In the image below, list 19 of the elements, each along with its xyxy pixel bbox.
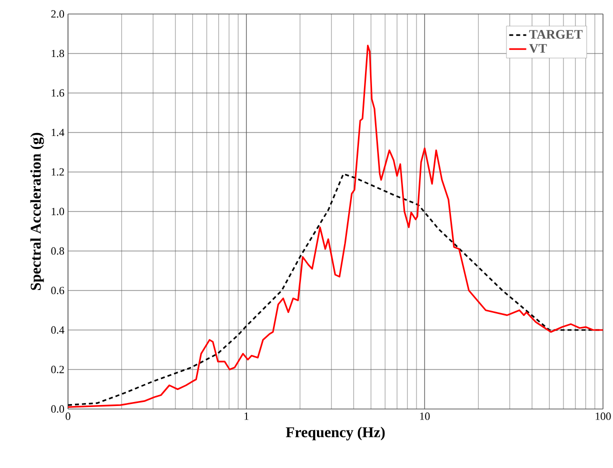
y-tick-label: 0.8: [51, 247, 64, 255]
legend-label: TARGET: [529, 30, 583, 39]
x-tick-label: 0: [66, 412, 70, 420]
x-tick-label: 10: [420, 412, 430, 420]
y-tick-label: 1.6: [52, 89, 64, 97]
legend-label: VT: [529, 44, 547, 53]
y-tick-label: 1.0: [52, 208, 64, 216]
y-tick-label: 2.0: [51, 10, 64, 18]
y-tick-label: 0.6: [51, 286, 64, 294]
y-axis-title: Spectral Acceleration (g): [30, 132, 44, 290]
y-tick-label: 1.8: [52, 50, 64, 58]
y-tick-label: 0.2: [51, 366, 64, 374]
y-tick-label: 1.4: [52, 128, 64, 136]
y-tick-label: 1.2: [52, 168, 64, 176]
y-tick-label: 0.4: [51, 326, 64, 334]
y-tick-label: 0.0: [51, 405, 64, 413]
x-tick-label: 100: [596, 412, 611, 420]
x-tick-label: 1: [244, 412, 248, 420]
x-axis-title: Frequency (Hz): [286, 426, 385, 440]
